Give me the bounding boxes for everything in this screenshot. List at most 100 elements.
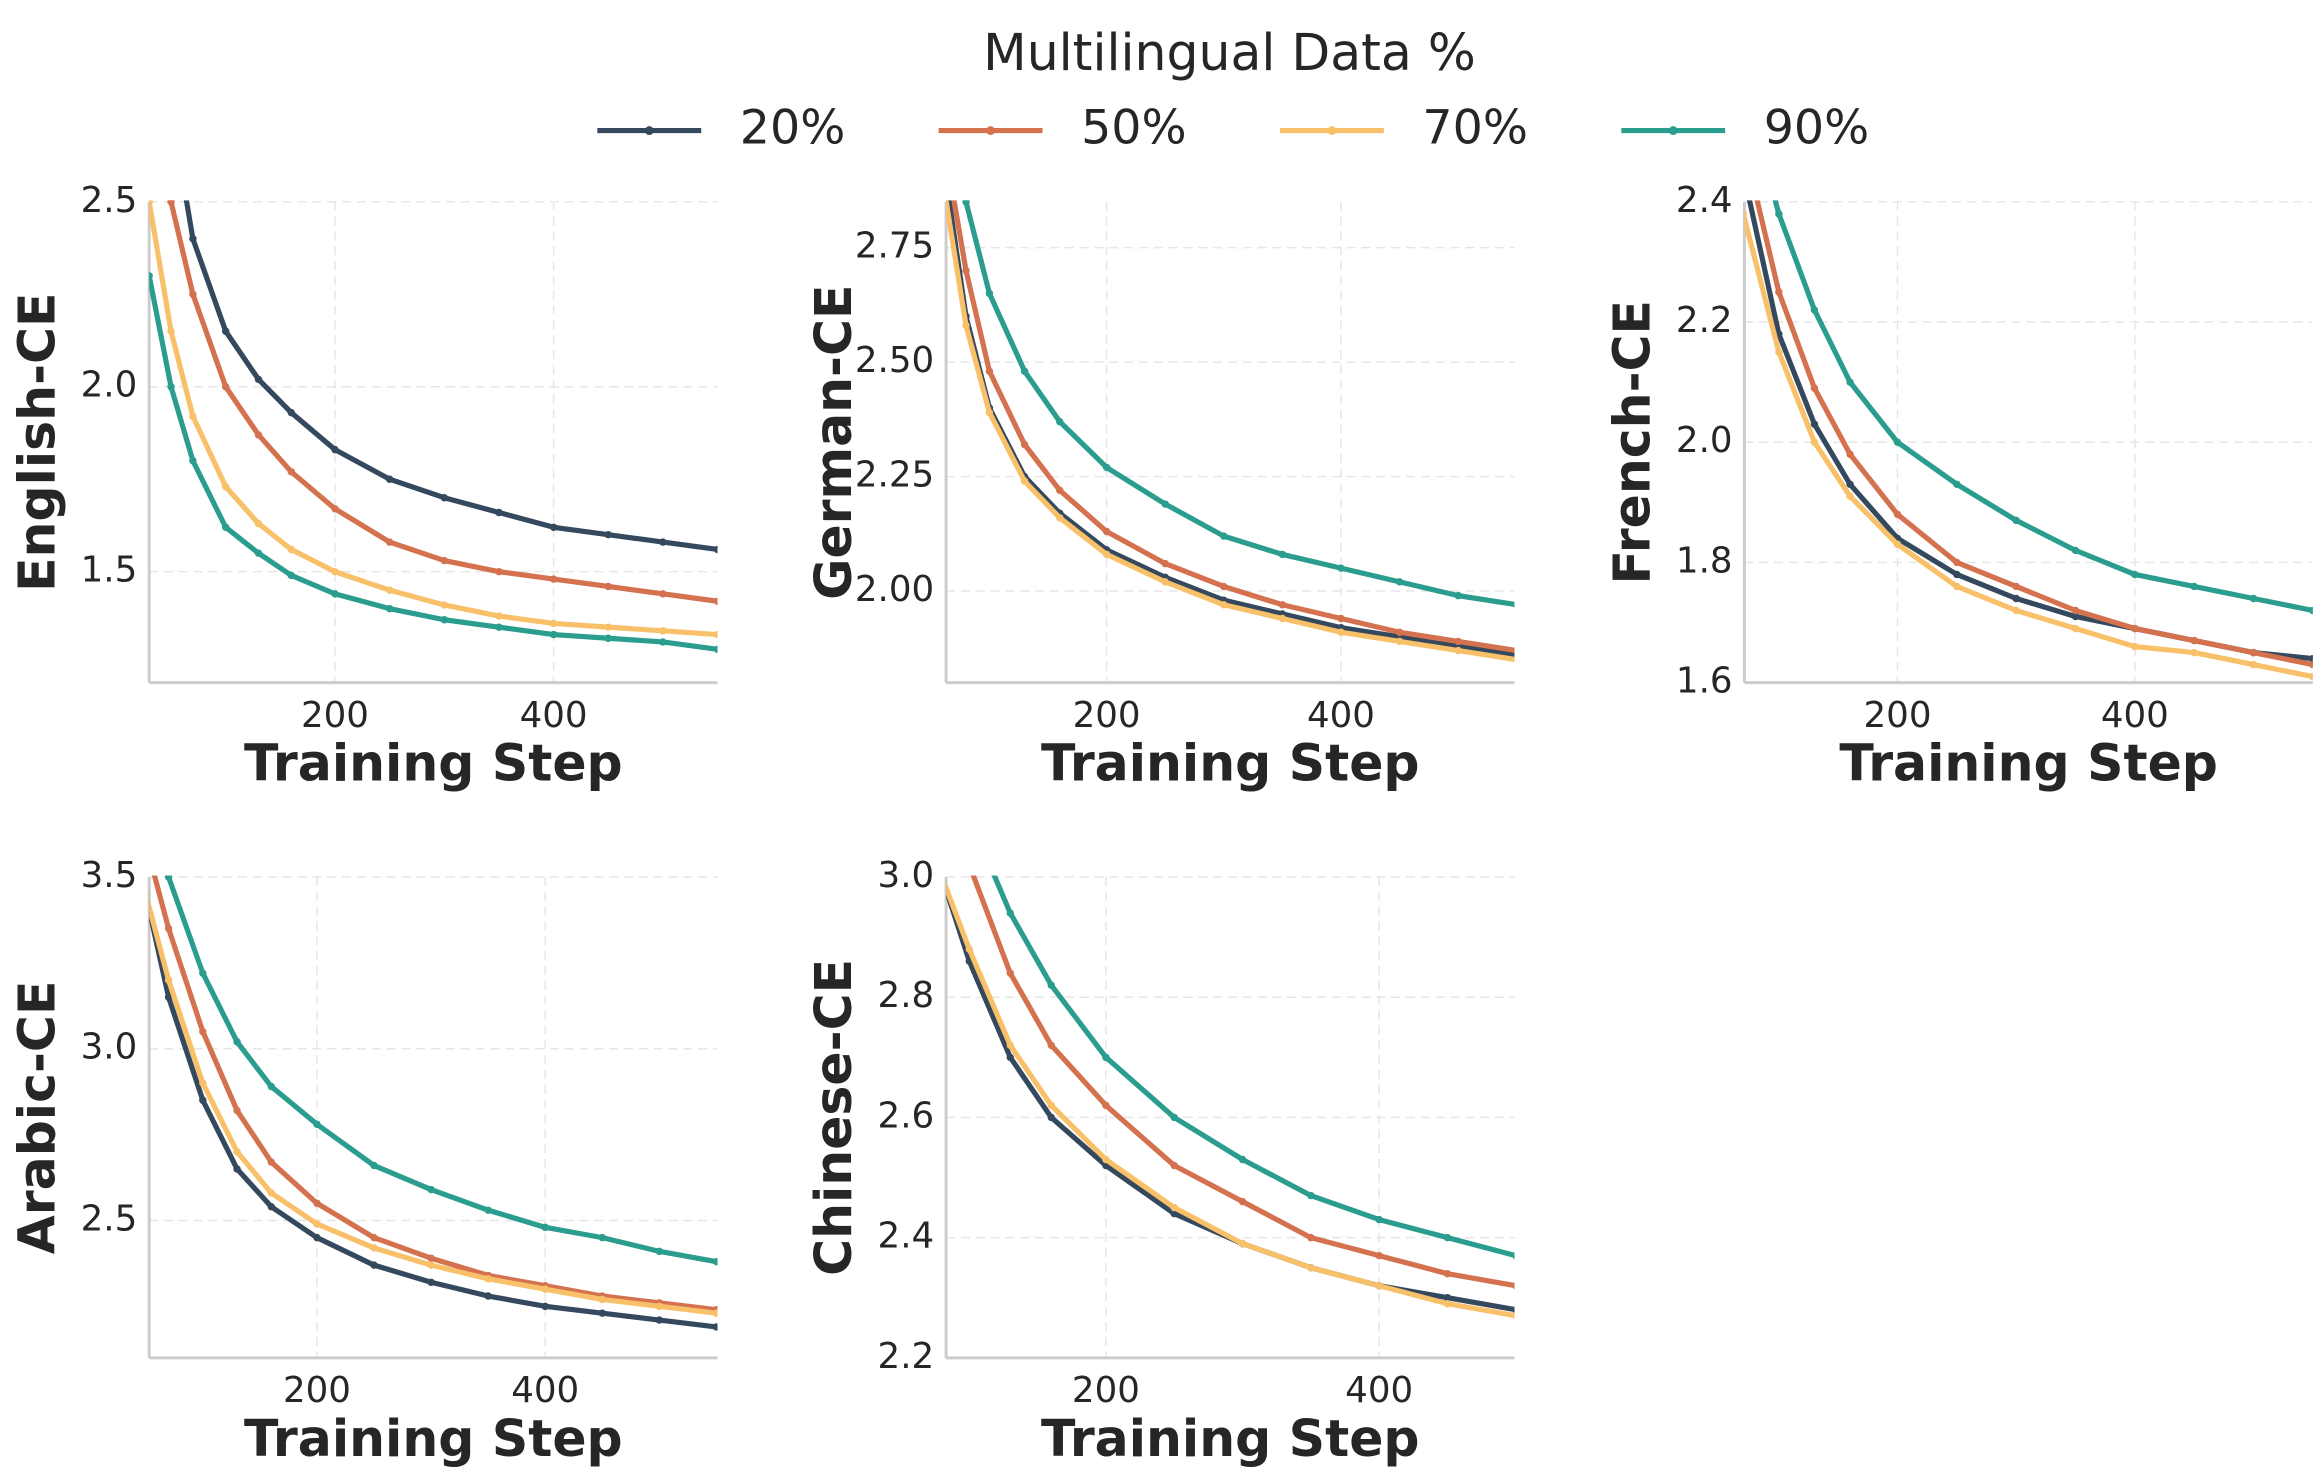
- point: [221, 327, 230, 335]
- series-line: [1744, 213, 2313, 680]
- point: [1846, 450, 1854, 458]
- point: [1278, 614, 1287, 623]
- y-tick-label: 2.8: [878, 975, 935, 1016]
- point: [2190, 636, 2198, 645]
- x-tick-label: 200: [301, 695, 369, 736]
- point: [939, 152, 946, 159]
- point: [604, 623, 612, 631]
- point: [1443, 1269, 1452, 1278]
- point: [427, 1185, 435, 1194]
- point: [2249, 648, 2258, 657]
- point: [385, 475, 394, 483]
- point: [149, 892, 150, 896]
- series-line: [1754, 200, 2313, 668]
- point: [1337, 614, 1345, 623]
- point: [655, 1316, 664, 1324]
- plot-area: [149, 875, 718, 1331]
- y-tick-label: 1.8: [1676, 540, 1733, 581]
- point: [149, 272, 153, 280]
- point: [655, 1302, 664, 1311]
- point: [167, 327, 175, 335]
- point: [2131, 570, 2139, 579]
- x-tick-label: 400: [511, 1370, 579, 1411]
- y-tick-label: 1.5: [81, 550, 138, 591]
- point: [1220, 532, 1228, 540]
- point: [1337, 628, 1345, 636]
- point: [2309, 654, 2313, 663]
- point: [287, 545, 295, 554]
- point: [385, 538, 394, 546]
- point: [713, 545, 718, 554]
- point: [1810, 384, 1819, 392]
- y-tick-label: 2.0: [1676, 420, 1733, 461]
- series-line: [1772, 200, 2313, 614]
- point: [149, 200, 153, 206]
- point: [1047, 1041, 1055, 1050]
- point: [1443, 1294, 1452, 1302]
- point: [287, 571, 295, 580]
- point: [713, 630, 718, 639]
- y-tick-label: 2.6: [878, 1095, 935, 1136]
- point: [659, 638, 667, 646]
- point: [985, 289, 994, 298]
- y-tick-label: 3.5: [81, 855, 138, 896]
- point: [1454, 591, 1462, 600]
- point: [1238, 1155, 1247, 1164]
- point: [199, 969, 207, 977]
- point: [1047, 981, 1055, 989]
- point: [598, 1233, 606, 1242]
- point: [1513, 601, 1515, 608]
- point: [604, 634, 612, 642]
- point: [145, 50, 152, 57]
- point: [427, 1278, 435, 1286]
- point: [221, 482, 230, 491]
- point: [267, 1082, 276, 1091]
- point: [1220, 582, 1228, 591]
- point: [1307, 1233, 1315, 1242]
- plot-area: [939, 152, 1515, 663]
- point: [1893, 438, 1902, 446]
- point: [1102, 550, 1111, 559]
- point: [233, 1106, 241, 1115]
- point: [1810, 420, 1819, 428]
- point: [1744, 210, 1747, 218]
- point: [385, 586, 394, 594]
- point: [1375, 1281, 1383, 1290]
- point: [2249, 594, 2258, 603]
- point: [2131, 642, 2139, 651]
- point: [1740, 138, 1747, 145]
- point: [331, 445, 339, 454]
- point: [712, 1309, 718, 1317]
- series-line: [963, 200, 1515, 608]
- point: [254, 549, 263, 557]
- series-line: [149, 275, 718, 652]
- point: [549, 575, 558, 583]
- point: [2071, 612, 2080, 621]
- point: [1220, 601, 1228, 609]
- legend-label: 70%: [1422, 101, 1528, 156]
- point: [712, 1323, 718, 1331]
- legend-entry: 90%: [1621, 101, 1869, 156]
- x-tick-label: 400: [2101, 695, 2169, 736]
- point: [1238, 1239, 1247, 1248]
- point: [221, 383, 230, 391]
- point: [1056, 514, 1064, 522]
- point: [1020, 477, 1029, 485]
- point: [164, 993, 173, 1001]
- legend-label: 20%: [740, 101, 846, 156]
- point: [484, 1292, 492, 1300]
- point: [313, 1120, 321, 1129]
- point: [1810, 438, 1819, 446]
- x-axis-label: Training Step: [244, 1409, 623, 1468]
- point: [1006, 1041, 1014, 1050]
- point: [712, 1257, 718, 1266]
- point: [1375, 1215, 1383, 1224]
- point: [1238, 1197, 1247, 1206]
- point: [1170, 1113, 1178, 1122]
- point: [484, 1206, 492, 1214]
- point: [495, 508, 503, 517]
- point: [1102, 527, 1111, 536]
